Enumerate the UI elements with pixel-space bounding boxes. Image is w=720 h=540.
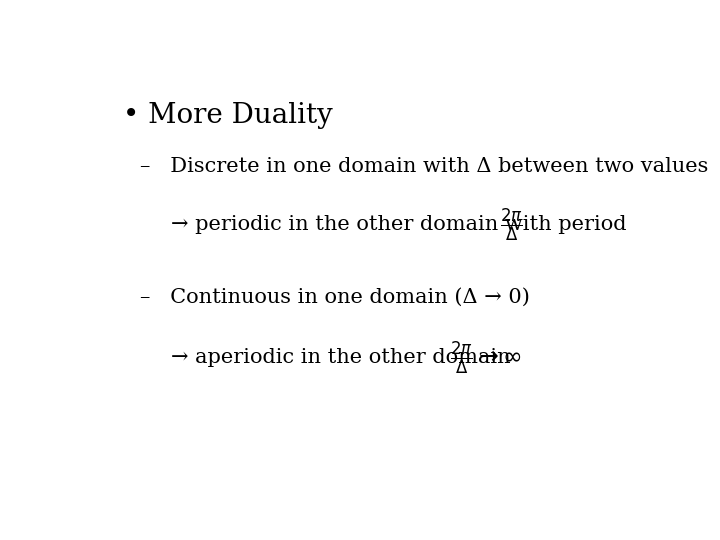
Text: → aperiodic in the other domain: → aperiodic in the other domain: [171, 348, 517, 367]
Text: $\frac{2\pi}{\Delta}$: $\frac{2\pi}{\Delta}$: [500, 206, 523, 244]
Text: –   Discrete in one domain with Δ between two values: – Discrete in one domain with Δ between …: [140, 157, 708, 176]
Text: $\frac{2\pi}{\Delta}\rightarrow\infty$: $\frac{2\pi}{\Delta}\rightarrow\infty$: [450, 339, 521, 376]
Text: • More Duality: • More Duality: [124, 102, 333, 129]
Text: → periodic in the other domain with period: → periodic in the other domain with peri…: [171, 215, 633, 234]
Text: –   Continuous in one domain (Δ → 0): – Continuous in one domain (Δ → 0): [140, 288, 530, 307]
